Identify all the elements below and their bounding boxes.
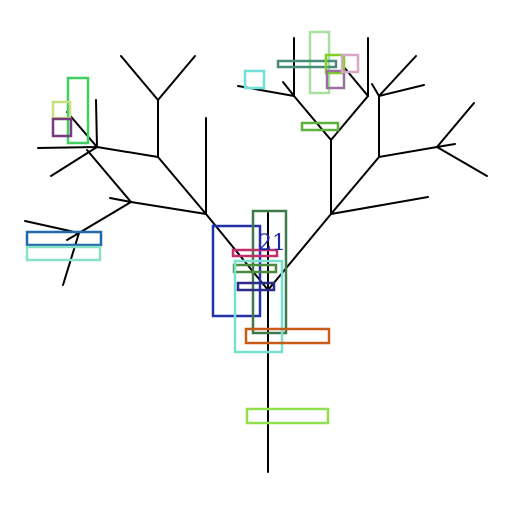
center-label: 21 [258, 231, 286, 256]
box-purple-small [51, 117, 73, 138]
twig-15 [282, 81, 295, 97]
box-green-thin [300, 121, 340, 132]
box-pink-small [231, 248, 279, 258]
twig-12 [66, 232, 80, 241]
left-to-node-b [157, 156, 207, 215]
twig-20 [371, 83, 380, 97]
node-c-left [293, 95, 332, 141]
box-cyan-square [243, 69, 266, 90]
twig-3 [86, 149, 132, 203]
twig-2 [157, 55, 196, 101]
box-mauve-square [325, 69, 346, 90]
box-pink-square [340, 53, 360, 74]
twig-1 [120, 55, 159, 101]
node-b-left [96, 146, 159, 158]
twig-17 [342, 65, 369, 97]
box-cyan-mid [233, 259, 284, 354]
twig-5 [109, 197, 132, 203]
twig-8 [50, 146, 98, 177]
node-c-right [330, 95, 369, 141]
box-aqua-left [25, 245, 102, 262]
left-to-node-a [130, 201, 207, 215]
branch-right-main [267, 213, 332, 291]
box-green-tall-left [66, 76, 90, 145]
box-orange [244, 327, 331, 345]
box-teal-thin [276, 59, 338, 69]
box-lime-bottom [245, 407, 330, 425]
twig-22 [436, 146, 488, 177]
right-to-node-d [330, 156, 380, 215]
box-blue-left [25, 230, 103, 247]
twig-23 [436, 143, 456, 148]
right-long [330, 196, 429, 215]
twig-4 [78, 201, 132, 234]
box-green-small [232, 263, 278, 274]
twig-9 [95, 99, 98, 148]
twig-7 [37, 146, 98, 149]
box-mint-tall-top [308, 30, 331, 95]
node-d-right [378, 146, 438, 158]
box-lime-square [324, 53, 346, 75]
twig-19 [378, 84, 425, 97]
twig-21 [436, 102, 475, 148]
tree-branches [24, 37, 488, 473]
box-navy-small [236, 281, 276, 292]
annotation-boxes [25, 30, 360, 425]
twig-18 [378, 55, 417, 97]
